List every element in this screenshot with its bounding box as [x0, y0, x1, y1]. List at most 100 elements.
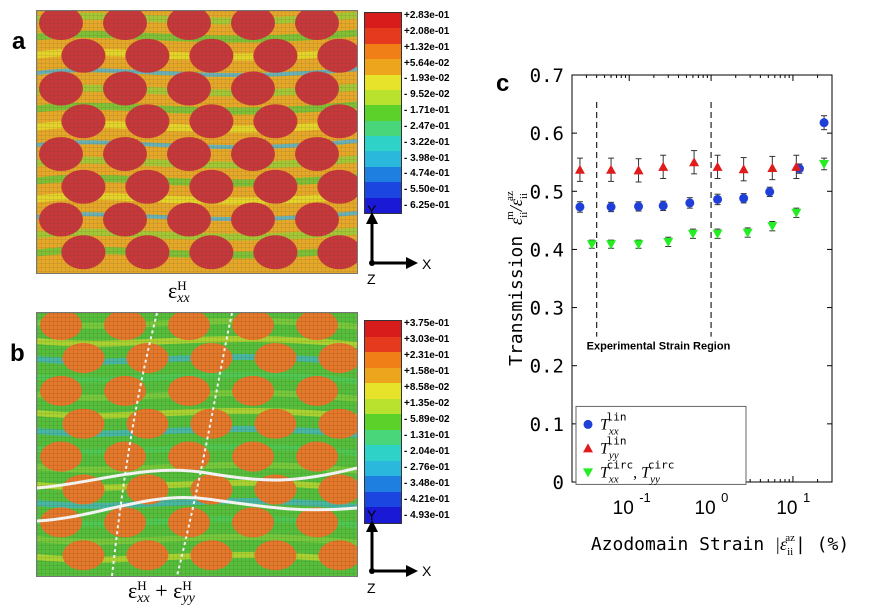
colorbar-b-swatch: [365, 429, 401, 446]
colorbar-a-tick-label: - 5.50e-01: [404, 184, 450, 196]
colorbar-b: [364, 320, 402, 524]
colorbar-a-tick-label: - 1.71e-01: [404, 105, 450, 116]
series-circ-point: [663, 237, 674, 247]
colorbar-a-swatch: [365, 136, 401, 152]
series-circ-point: [606, 240, 617, 250]
colorbar-b-swatch: [365, 321, 401, 337]
colorbar-b-tick-label: - 2.76e-01: [404, 462, 450, 473]
mesh-a-grid: [37, 11, 357, 273]
series-circ-point: [712, 229, 723, 239]
series-lin-yy-point: [767, 163, 778, 173]
legend-box: [575, 405, 747, 485]
mesh-a-svg: [37, 11, 357, 273]
colorbar-a-tick-label: - 6.25e-01: [404, 200, 450, 211]
legend-label: Tyylin: [600, 434, 627, 461]
mesh-b-dashed-right: [176, 313, 233, 576]
series-circ-point: [742, 228, 753, 238]
colorbar-a-swatch: [365, 28, 401, 44]
colorbar-b-swatch: [365, 398, 401, 415]
colorbar-a-swatch: [365, 120, 401, 136]
series-lin-yy-point: [712, 161, 723, 171]
series-lin-yy-point: [633, 165, 644, 175]
y-tick-label: 0.7: [530, 65, 564, 87]
colorbar-b-tick-label: - 4.93e-01: [404, 510, 450, 521]
colorbar-a-swatch: [365, 151, 401, 167]
y-tick-label: 0.4: [530, 239, 564, 261]
colorbar-b-swatch: [365, 336, 401, 353]
x-tick-exponent: 1: [803, 490, 810, 505]
series-circ-point: [586, 240, 597, 250]
label-b-sup2: H: [182, 578, 192, 594]
series-circ-point: [791, 208, 802, 218]
axis-b-z: Z: [367, 580, 376, 596]
colorbar-b-tick-label: +8.58e-02: [404, 382, 450, 393]
axis-a-x: X: [422, 256, 432, 272]
chart-c: 0 0.1 0.2 0.3 0.4 0.5 0.6 0.7 10 -1 10 0 10 1 Experime…: [504, 65, 849, 558]
colorbar-a-tick-label: +2.83e-01: [404, 10, 450, 21]
colorbar-a-tick-label: - 2.47e-01: [404, 120, 450, 132]
y-tick-label: 0.1: [530, 414, 564, 436]
colorbar-b-tick-label: +3.03e-01: [404, 334, 450, 345]
colorbar-b-swatch: [365, 476, 401, 492]
colorbar-a-swatch: [365, 89, 401, 106]
x-tick-label: 10: [695, 498, 716, 519]
x-tick-label: 10: [776, 498, 797, 519]
axis-b-x: X: [422, 563, 432, 579]
panel-letter-a: a: [12, 28, 26, 55]
colorbar-a-tick-label: +2.08e-01: [404, 25, 450, 37]
y-tick-label: 0.5: [530, 181, 564, 203]
colorbar-b-tick-label: - 3.48e-01: [404, 478, 450, 489]
y-tick-label: 0.3: [530, 298, 564, 320]
panel-letter-b: b: [10, 340, 25, 367]
colorbar-a-tick-label: +1.32e-01: [404, 41, 450, 53]
y-axis-label: Transmission εiim/εiiaz: [504, 191, 530, 366]
colorbar-a-tick-label: - 3.98e-01: [404, 152, 450, 164]
colorbar-b-swatch: [365, 460, 401, 477]
colorbar-a-swatch: [365, 74, 401, 90]
colorbar-b-ticks: +3.75e-01 +3.03e-01 +2.31e-01 +1.58e-01 +8.5…: [404, 318, 474, 522]
series-lin-xx-point: [685, 198, 695, 208]
mesh-a-image: [36, 10, 358, 274]
colorbar-b-swatch: [365, 491, 401, 508]
x-tick-label: 10: [613, 498, 634, 519]
series-lin-xx-point: [765, 187, 775, 197]
colorbar-b-tick-label: +1.35e-02: [404, 398, 450, 409]
label-b-sub1: xx: [137, 591, 150, 607]
label-a-sub: xx: [177, 291, 190, 307]
colorbar-a: [364, 12, 402, 214]
y-tick-label: 0.2: [530, 356, 564, 378]
colorbar-b-swatch: [365, 414, 401, 430]
colorbar-b-swatch: [365, 445, 401, 461]
annotation-region: Experimental Strain Region: [587, 340, 731, 352]
label-b-main1: ε: [128, 578, 138, 603]
y-tick-label: 0: [553, 472, 564, 494]
axis-a-y: Y: [367, 202, 377, 218]
colorbar-b-swatch: [365, 507, 401, 523]
colorbar-b-swatch: [365, 383, 401, 399]
colorbar-b-tick-label: +2.31e-01: [404, 350, 450, 361]
series-lin-xx-point: [739, 193, 749, 203]
mesh-b-svg: [37, 313, 357, 576]
series-lin-xx-point: [819, 118, 829, 128]
mesh-b-curve-lower: [37, 496, 357, 523]
axis-b-y: Y: [367, 507, 377, 523]
legend-label: Txxlin: [600, 410, 627, 437]
legend-marker: [583, 443, 593, 453]
colorbar-a-tick-label: +5.64e-02: [404, 57, 450, 69]
series-lin-xx-point: [658, 201, 668, 211]
label-b-sub2: yy: [182, 591, 195, 607]
colorbar-a-ticks: +2.83e-01 +2.08e-01 +1.32e-01 +5.64e-02 - 1.…: [404, 10, 474, 212]
colorbar-b-tick-label: - 4.21e-01: [404, 494, 450, 505]
series-lin-yy-point: [658, 161, 669, 171]
series-lin-xx-point: [713, 194, 723, 204]
colorbar-b-swatch: [365, 367, 401, 384]
colorbar-b-tick-label: - 1.31e-01: [404, 430, 450, 441]
series-lin-xx-point: [606, 202, 616, 212]
triad-a: [366, 212, 418, 269]
colorbar-a-tick-label: - 9.52e-02: [404, 89, 450, 101]
series-lin-yy-point: [791, 161, 802, 171]
colorbar-b-swatch: [365, 352, 401, 368]
colorbar-b-tick-label: +3.75e-01: [404, 318, 450, 329]
x-tick-exponent: 0: [721, 490, 728, 505]
